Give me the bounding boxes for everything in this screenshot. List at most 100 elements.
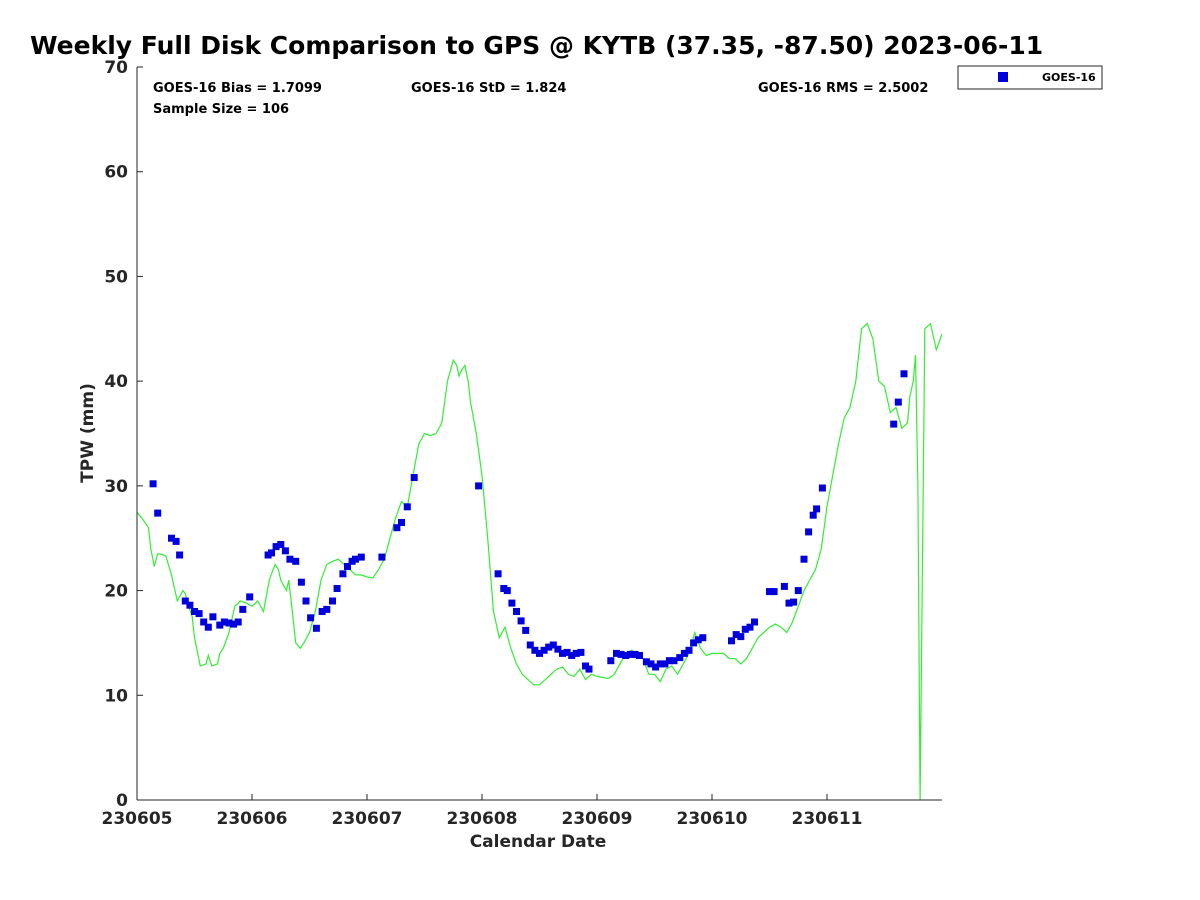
goes-data-point: [900, 370, 908, 378]
goes-data-point: [323, 605, 331, 613]
goes-data-point: [770, 588, 778, 596]
goes-data-point: [292, 557, 300, 565]
goes-data-point: [694, 636, 702, 644]
goes-data-point: [790, 598, 798, 606]
goes-data-point: [554, 645, 562, 653]
goes-data-point: [647, 660, 655, 668]
goes-data-point: [344, 563, 351, 570]
goes-data-point: [800, 555, 808, 563]
goes-data-point: [329, 597, 336, 605]
stat-bias: GOES-16 Bias = 1.7099: [153, 81, 322, 96]
goes-data-point: [204, 623, 212, 631]
goes-data-point: [680, 649, 688, 657]
goes-data-point: [312, 624, 320, 632]
x-tick-label: 230611: [792, 809, 863, 829]
goes-data-point: [517, 617, 525, 625]
chart-title: Weekly Full Disk Comparison to GPS @ KYT…: [30, 31, 1043, 60]
goes-data-point: [818, 484, 826, 492]
goes-data-point: [568, 652, 576, 659]
legend: GOES-16: [957, 65, 1103, 90]
goes-data-point: [737, 633, 745, 641]
y-tick-label: 0: [116, 791, 128, 811]
goes-data-point: [670, 657, 678, 665]
goes-data-point: [357, 553, 365, 561]
y-tick-label: 50: [104, 267, 128, 287]
goes-data-point: [685, 646, 693, 654]
goes-data-point: [172, 537, 180, 545]
goes-data-point: [545, 643, 553, 651]
goes-data-point: [531, 646, 539, 654]
y-tick-label: 70: [104, 58, 128, 78]
goes-data-point: [149, 480, 157, 488]
y-tick-label: 10: [104, 686, 128, 706]
x-axis-label: Calendar Date: [470, 832, 607, 852]
x-tick-label: 230605: [102, 809, 173, 829]
goes-data-point: [475, 482, 483, 490]
goes-data-point: [894, 398, 902, 406]
goes-data-point: [176, 551, 184, 559]
legend-marker-goes: [998, 72, 1008, 82]
goes-data-point: [216, 621, 224, 629]
goes-data-point: [186, 601, 194, 609]
goes-data-point: [209, 613, 217, 621]
goes-data-point: [699, 634, 707, 642]
goes-data-point: [225, 619, 233, 627]
goes-data-point: [607, 657, 615, 665]
goes-data-point: [246, 593, 254, 601]
goes-data-point: [728, 637, 735, 645]
y-tick-label: 40: [104, 372, 128, 392]
goes-data-point: [656, 660, 664, 668]
goes-data-point: [410, 474, 418, 481]
goes-data-point: [195, 610, 203, 618]
x-tick-label: 230608: [447, 809, 518, 829]
goes-data-point: [794, 587, 802, 595]
x-tick-label: 230610: [677, 809, 748, 829]
goes-data-point: [636, 652, 643, 659]
goes-data-point: [230, 620, 238, 628]
goes-data-point: [813, 505, 821, 513]
goes-data-point: [508, 599, 516, 607]
goes-data-point: [766, 588, 773, 596]
goes-data-point: [676, 654, 684, 662]
goes-data-point: [585, 665, 593, 673]
goes-data-point: [268, 549, 275, 557]
x-tick-label: 230609: [562, 809, 633, 829]
goes-data-point: [751, 618, 758, 626]
goes-data-point: [403, 503, 411, 511]
goes-data-point: [281, 547, 289, 555]
goes-data-point: [220, 618, 228, 626]
goes-data-point: [513, 608, 520, 615]
y-axis-label: TPW (mm): [78, 383, 98, 483]
goes-data-point: [168, 534, 175, 542]
goes-data-point: [494, 570, 502, 578]
goes-data-point: [665, 657, 673, 665]
goes-data-point: [339, 570, 347, 578]
goes-data-point: [239, 605, 247, 613]
goes-data-point: [890, 420, 898, 428]
goes-data-point: [613, 649, 620, 657]
goes-data-point: [503, 587, 511, 595]
goes-data-point: [393, 524, 401, 532]
goes-data-point: [559, 649, 566, 657]
goes-data-point: [626, 650, 634, 658]
goes-data-point: [191, 608, 198, 615]
goes-data-point: [352, 555, 359, 563]
goes-data-point: [746, 623, 754, 631]
stat-sample-size: Sample Size = 106: [153, 102, 289, 117]
goes-data-point: [318, 608, 326, 615]
goes-data-point: [154, 509, 162, 517]
goes-data-point: [234, 618, 242, 626]
goes-data-point: [622, 652, 630, 659]
goes-data-point: [652, 663, 660, 671]
goes-data-point: [307, 614, 315, 622]
goes-data-point: [617, 650, 625, 658]
y-tick-label: 60: [104, 163, 128, 183]
stat-rms: GOES-16 RMS = 2.5002: [758, 81, 928, 96]
x-tick-label: 230606: [217, 809, 288, 829]
goes-data-point: [522, 626, 530, 634]
goes-data-point: [572, 649, 580, 657]
y-tick-label: 30: [104, 477, 128, 497]
goes-data-point: [526, 641, 534, 649]
goes-data-point: [809, 511, 817, 519]
